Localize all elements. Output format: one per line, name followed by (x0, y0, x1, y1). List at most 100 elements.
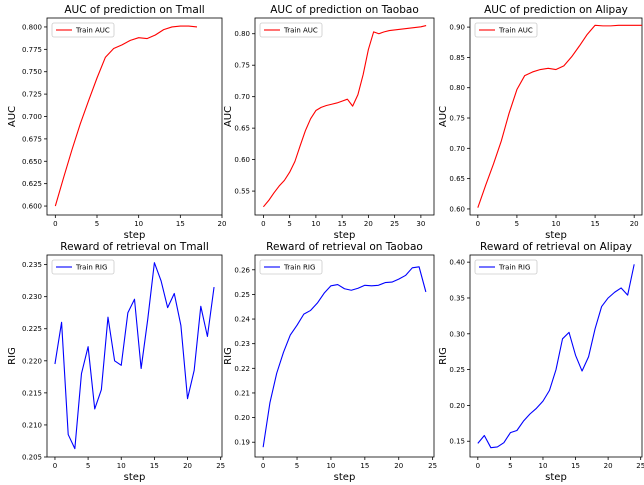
x-tick-label: 30 (416, 220, 425, 228)
chart-title: AUC of prediction on Tmall (64, 4, 204, 16)
x-tick-label: 15 (591, 220, 600, 228)
x-tick-label: 20 (218, 220, 227, 228)
x-tick-label: 10 (326, 462, 335, 470)
y-tick-label: 0.20 (234, 414, 250, 422)
x-tick-label: 0 (53, 462, 57, 470)
series-line-1 (477, 264, 635, 449)
x-tick-label: 20 (630, 220, 639, 228)
y-tick-label: 0.70 (449, 145, 465, 153)
y-tick-label: 0.40 (449, 259, 465, 267)
x-tick-label: 20 (183, 462, 192, 470)
x-tick-label: 0 (476, 220, 480, 228)
y-tick-label: 0.70 (234, 93, 250, 101)
y-tick-label: 0.725 (22, 91, 42, 99)
panel-5: Reward of retrieval on Taobao 0 5 10 15 20 25 0… (223, 241, 437, 483)
panel-1: AUC of prediction on Tmall 0 5 10 15 20 0.600 0… (7, 4, 226, 241)
x-axis-label: step (124, 472, 146, 483)
x-axis-label: step (545, 230, 567, 241)
y-tick-label: 0.20 (449, 402, 465, 410)
plot-frame (254, 17, 435, 216)
panel-6: Reward of retrieval on Alipay 0 5 10 15 20 25 0… (438, 241, 644, 483)
y-tick-label: 0.23 (234, 340, 250, 348)
plot-frame (254, 254, 435, 458)
x-tick-label: 10 (552, 220, 561, 228)
legend: Train AUC (474, 22, 538, 38)
x-axis-label: step (124, 230, 146, 241)
legend: Train RIG (51, 259, 115, 275)
plot-frame (469, 17, 643, 216)
series-line-1 (262, 266, 427, 448)
y-tick-label: 0.65 (234, 125, 250, 133)
legend-box (51, 259, 115, 275)
y-tick-label: 0.80 (449, 84, 465, 92)
y-axis-label: AUC (223, 106, 234, 127)
x-tick-label: 5 (95, 220, 99, 228)
x-tick-label: 15 (176, 220, 185, 228)
x-axis-label: step (545, 472, 567, 483)
panel-2: AUC of prediction on Taobao 0 5 10 15 20 25 30 0… (223, 4, 435, 241)
plot-frame (469, 254, 643, 458)
legend-label: Train AUC (75, 27, 110, 35)
y-tick-label: 0.15 (449, 438, 465, 446)
y-axis-label: RIG (7, 347, 18, 365)
chart-title: Reward of retrieval on Alipay (480, 241, 632, 253)
y-tick-label: 0.80 (234, 30, 250, 38)
panel-3: AUC of prediction on Alipay 0 5 10 15 20 0.60 0… (438, 4, 643, 241)
y-axis-label: AUC (7, 106, 18, 127)
x-tick-label: 25 (390, 220, 399, 228)
legend-box (474, 259, 538, 275)
y-tick-label: 0.90 (449, 24, 465, 32)
y-tick-label: 0.650 (22, 158, 42, 166)
y-tick-label: 0.60 (449, 205, 465, 213)
series-line-1 (54, 25, 198, 207)
y-axis-label: RIG (223, 347, 234, 365)
series-line-1 (477, 24, 642, 208)
y-tick-label: 0.60 (234, 156, 250, 164)
legend: Train AUC (51, 22, 115, 38)
legend-box (474, 22, 538, 38)
y-axis-label: AUC (438, 106, 449, 127)
y-tick-label: 0.210 (22, 421, 42, 429)
x-tick-label: 15 (571, 462, 580, 470)
x-tick-label: 25 (428, 462, 437, 470)
y-tick-label: 0.600 (22, 203, 42, 211)
x-tick-label: 10 (539, 462, 548, 470)
y-tick-label: 0.75 (234, 62, 250, 70)
y-tick-label: 0.25 (449, 366, 465, 374)
y-axis-label: RIG (438, 347, 449, 365)
x-tick-label: 20 (364, 220, 373, 228)
y-tick-label: 0.30 (449, 330, 465, 338)
y-tick-label: 0.205 (22, 454, 42, 462)
x-tick-label: 5 (508, 462, 512, 470)
x-tick-label: 5 (287, 220, 291, 228)
y-tick-label: 0.235 (22, 261, 42, 269)
series-line-1 (54, 262, 215, 450)
x-tick-label: 10 (134, 220, 143, 228)
y-tick-label: 0.625 (22, 180, 42, 188)
x-axis-label: step (334, 472, 356, 483)
panel-4: Reward of retrieval on Tmall 0 5 10 15 20 25 0.… (7, 241, 225, 483)
legend: Train RIG (259, 259, 323, 275)
y-tick-label: 0.85 (449, 54, 465, 62)
legend-label: Train RIG (283, 264, 315, 272)
x-tick-label: 25 (636, 462, 644, 470)
legend-label: Train RIG (498, 264, 530, 272)
x-tick-label: 15 (360, 462, 369, 470)
x-tick-label: 0 (53, 220, 57, 228)
y-tick-label: 0.800 (22, 23, 42, 31)
y-tick-label: 0.65 (449, 175, 465, 183)
y-tick-label: 0.22 (234, 365, 250, 373)
y-tick-label: 0.230 (22, 293, 42, 301)
x-tick-label: 5 (295, 462, 299, 470)
y-tick-label: 0.24 (234, 316, 250, 324)
y-tick-label: 0.25 (234, 291, 250, 299)
y-tick-label: 0.21 (234, 389, 250, 397)
y-tick-label: 0.19 (234, 439, 250, 447)
legend: Train RIG (474, 259, 538, 275)
legend: Train AUC (259, 22, 323, 38)
chart-title: Reward of retrieval on Tmall (60, 241, 209, 253)
x-tick-label: 5 (515, 220, 519, 228)
legend-box (51, 22, 115, 38)
x-tick-label: 15 (150, 462, 159, 470)
